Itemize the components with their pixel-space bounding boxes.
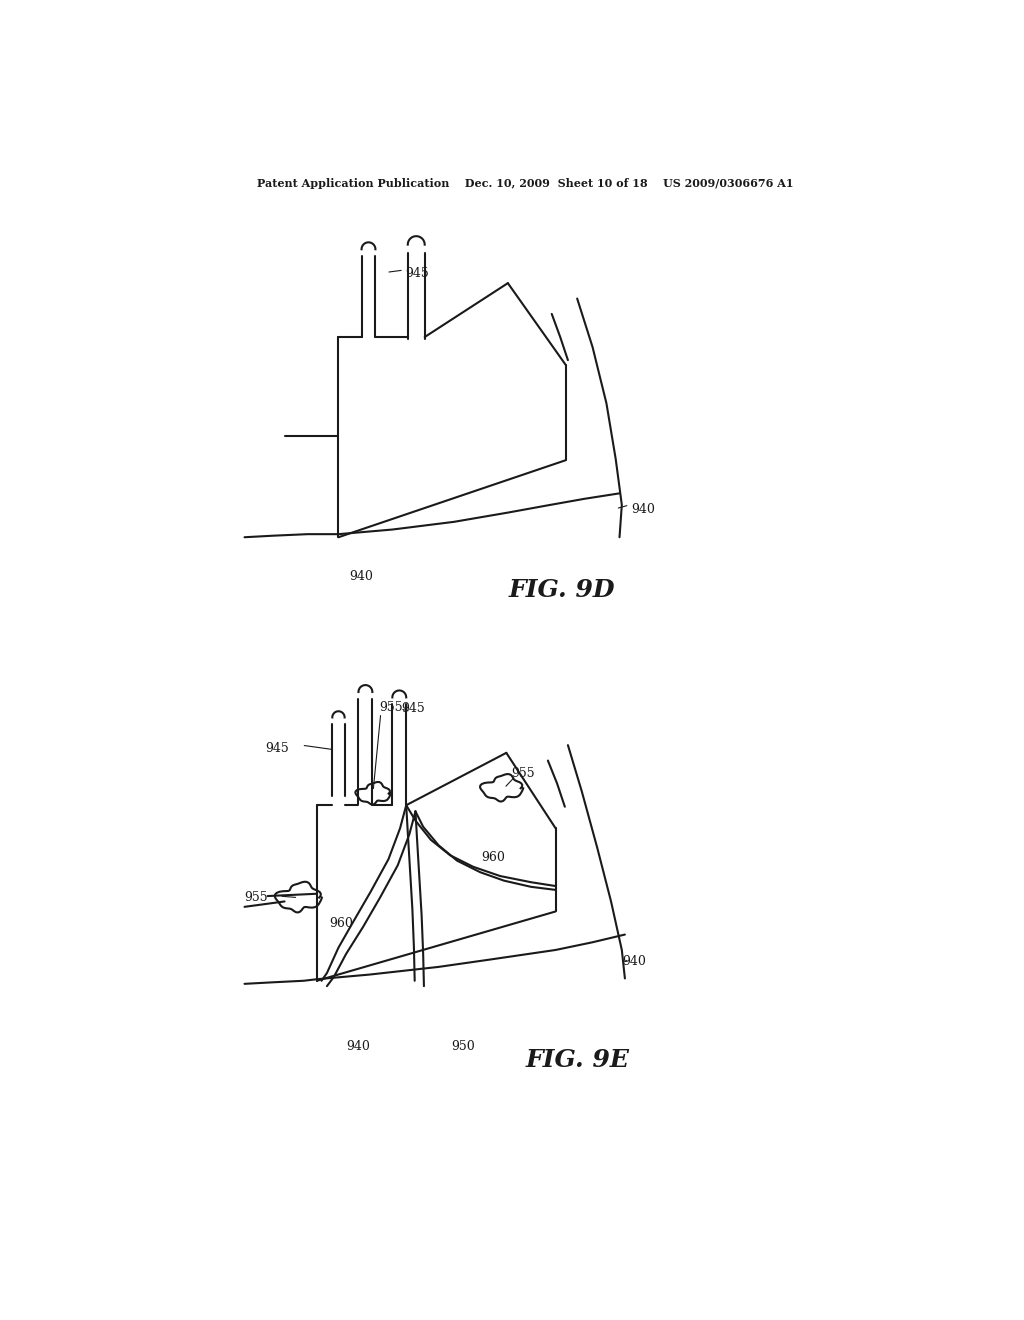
Text: 940: 940 xyxy=(631,503,655,516)
Text: 940: 940 xyxy=(349,570,374,582)
Text: 960: 960 xyxy=(330,917,353,929)
Text: FIG. 9E: FIG. 9E xyxy=(525,1048,629,1072)
Text: 940: 940 xyxy=(346,1040,370,1053)
Text: 945: 945 xyxy=(401,702,425,715)
Text: 955: 955 xyxy=(379,701,402,714)
Text: 945: 945 xyxy=(406,267,429,280)
Text: 945: 945 xyxy=(265,742,289,755)
Text: 955: 955 xyxy=(245,891,268,904)
Text: 960: 960 xyxy=(481,851,505,865)
Text: FIG. 9D: FIG. 9D xyxy=(509,578,615,602)
Text: 950: 950 xyxy=(452,1040,475,1053)
Text: 940: 940 xyxy=(622,956,646,969)
Text: Patent Application Publication    Dec. 10, 2009  Sheet 10 of 18    US 2009/03066: Patent Application Publication Dec. 10, … xyxy=(257,178,793,189)
Text: 955: 955 xyxy=(511,767,535,780)
